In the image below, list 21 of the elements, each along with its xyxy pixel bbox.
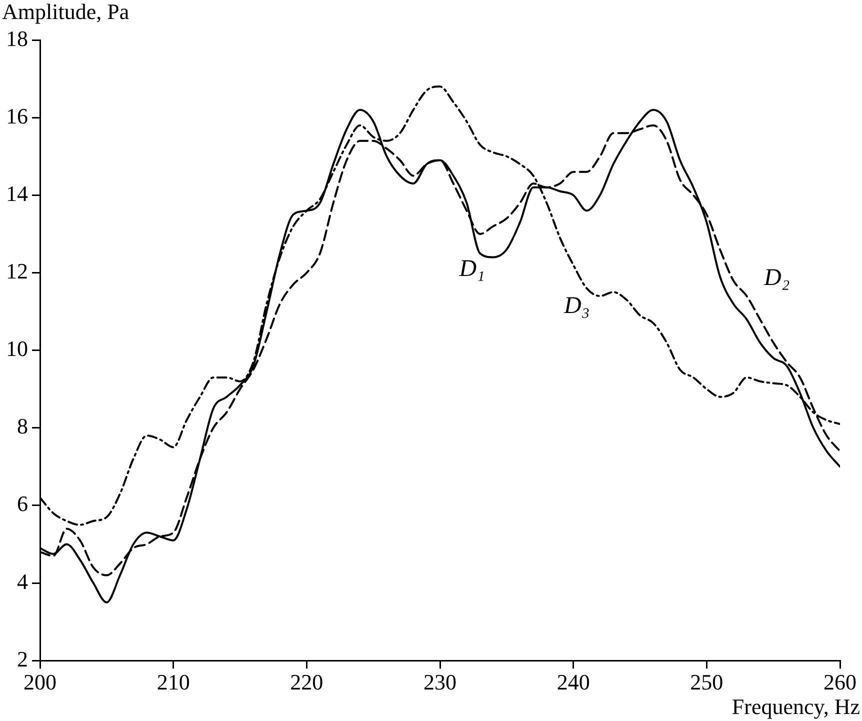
y-tick-label: 18	[6, 26, 28, 51]
x-tick-label: 260	[824, 670, 856, 695]
y-axis-title: Amplitude, Pa	[2, 0, 130, 24]
series-label: D₁	[458, 256, 485, 282]
series-label: D₃	[563, 293, 590, 320]
y-tick-label: 12	[6, 258, 28, 284]
x-tick-label: 230	[424, 670, 456, 695]
y-tick-label: 10	[6, 336, 28, 362]
x-tick-label: 220	[290, 670, 324, 695]
y-tick-label: 14	[6, 180, 28, 206]
x-tick-label: 250	[690, 670, 724, 695]
y-tick-label: 16	[6, 103, 28, 128]
y-tick-label: 4	[17, 568, 28, 594]
x-tick-label: 240	[556, 670, 590, 695]
series-label: D₂	[763, 265, 790, 292]
y-tick-label: 8	[17, 414, 28, 439]
y-tick-label: 2	[17, 646, 28, 672]
x-tick-label: 200	[24, 670, 56, 695]
y-tick-label: 6	[17, 491, 28, 516]
x-tick-label: 210	[156, 670, 190, 695]
x-axis-title: Frequency, Hz	[732, 694, 860, 719]
